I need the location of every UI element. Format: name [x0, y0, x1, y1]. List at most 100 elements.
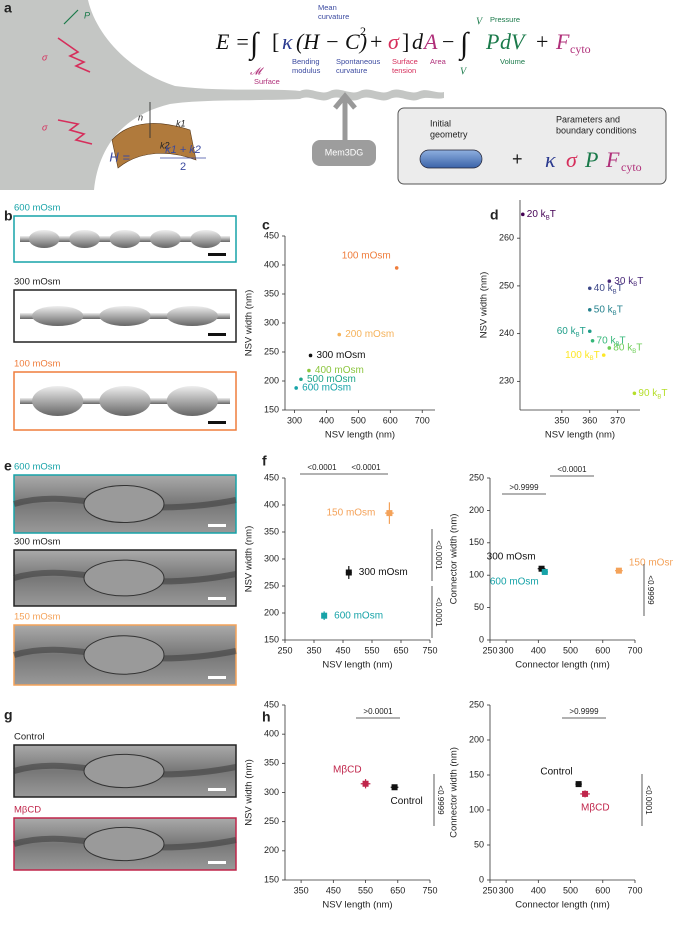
nsv	[83, 635, 165, 675]
point-label: 150 mOsm	[326, 508, 375, 519]
x-tick-label: 600	[595, 885, 610, 895]
x-tick-label: 250	[482, 885, 497, 895]
x-tick-label: 500	[351, 415, 366, 425]
image-label: 150 mOsm	[14, 612, 61, 623]
equation-note: curvature	[336, 66, 367, 75]
x-tick-label: 350	[294, 885, 309, 895]
equation-note: Area	[430, 57, 447, 66]
tension-spring	[57, 119, 93, 145]
x-tick-label: 370	[610, 415, 625, 425]
cylinder	[419, 149, 483, 169]
equation-term: ∫	[248, 27, 260, 62]
equation-term: κ	[282, 29, 293, 54]
nsv	[32, 306, 84, 326]
equation-term: 2	[360, 24, 366, 38]
x-tick-label: 300	[287, 415, 302, 425]
equation-note: Spontaneous	[336, 57, 380, 66]
symbol: P	[584, 147, 598, 172]
box-text: boundary conditions	[556, 125, 637, 135]
y-tick-label: 300	[264, 317, 279, 327]
y-axis-label: NSV width (nm)	[244, 526, 255, 593]
image-label: 600 mOsm	[14, 462, 61, 473]
box-text: Initial	[430, 118, 451, 128]
scale-bar	[208, 676, 226, 679]
nsv	[166, 386, 218, 416]
point	[394, 266, 399, 270]
y-tick-label: 350	[264, 288, 279, 298]
nsv	[83, 826, 165, 862]
equation-note: Mean	[318, 3, 337, 12]
point	[582, 790, 589, 797]
equation-term: 𝓜	[250, 66, 265, 77]
x-axis-label: NSV length (nm)	[545, 430, 615, 441]
saddle-surface	[111, 123, 197, 169]
nsv	[190, 230, 222, 248]
point	[307, 368, 311, 373]
equation-term: P	[485, 29, 499, 54]
point-label: 600 mOsm	[490, 577, 539, 588]
point-label: 20 kBT	[527, 209, 556, 221]
plus: +	[512, 149, 523, 169]
y-tick-label: 150	[264, 634, 279, 644]
p-value: >0.9999	[509, 483, 539, 492]
y-axis-label: NSV width (nm)	[244, 290, 255, 357]
y-tick-label: 200	[469, 505, 484, 515]
equation-term: (H − C)	[296, 29, 367, 54]
y-axis-label: NSV width (nm)	[244, 759, 255, 826]
x-tick-label: 400	[319, 415, 334, 425]
point	[321, 612, 328, 619]
scale-bar	[208, 421, 226, 424]
point	[308, 353, 313, 358]
x-tick-label: 360	[582, 415, 597, 425]
symbol: cyto	[621, 160, 642, 174]
scale-bar	[208, 524, 226, 527]
x-tick-label: 500	[563, 885, 578, 895]
point-label: 300 mOsm	[359, 567, 408, 578]
point-label: 300 mOsm	[487, 551, 536, 562]
equation-note: Surface	[392, 57, 418, 66]
panel-label: h	[262, 709, 271, 725]
equation-term: +	[536, 29, 548, 54]
y-axis-label: Connector width (nm)	[449, 514, 460, 605]
flow-arrow	[333, 92, 357, 140]
mem3dg-box	[312, 140, 376, 166]
p-value: <0.0001	[434, 540, 443, 570]
y-tick-label: 400	[264, 729, 279, 739]
y-axis-label: Connector width (nm)	[449, 747, 460, 838]
y-tick-label: 350	[264, 526, 279, 536]
equation-term: A	[422, 29, 438, 54]
point	[615, 567, 622, 574]
y-tick-label: 300	[264, 787, 279, 797]
point-label: 600 mOsm	[334, 610, 383, 621]
nsv	[99, 306, 151, 326]
y-tick-label: 100	[469, 570, 484, 580]
y-tick-label: 50	[474, 602, 484, 612]
point-label: 300 mOsm	[317, 350, 366, 361]
y-tick-label: 260	[499, 233, 514, 243]
y-tick-label: 230	[499, 376, 514, 386]
image-label: MβCD	[14, 805, 41, 816]
x-tick-label: 350	[306, 645, 321, 655]
equation-note: Bending	[292, 57, 320, 66]
equation-note: Volume	[500, 57, 525, 66]
point-label: 200 mOsm	[345, 329, 394, 340]
y-tick-label: 400	[264, 259, 279, 269]
y-tick-label: 250	[469, 699, 484, 709]
y-tick-label: 250	[469, 472, 484, 482]
x-tick-label: 750	[422, 885, 437, 895]
x-tick-label: 550	[364, 645, 379, 655]
point	[587, 307, 592, 312]
x-tick-label: 400	[531, 645, 546, 655]
y-tick-label: 0	[479, 634, 484, 644]
y-tick-label: 250	[499, 280, 514, 290]
point-label: 50 kBT	[594, 304, 623, 316]
x-axis-label: Connector length (nm)	[515, 900, 610, 911]
y-tick-label: 200	[264, 607, 279, 617]
y-axis-label: NSV width (nm)	[479, 272, 490, 339]
box-text: Parameters and	[556, 114, 620, 124]
image-label: 300 mOsm	[14, 277, 61, 288]
equation-term: ∫	[458, 27, 470, 62]
point	[299, 377, 303, 382]
point	[587, 286, 592, 291]
